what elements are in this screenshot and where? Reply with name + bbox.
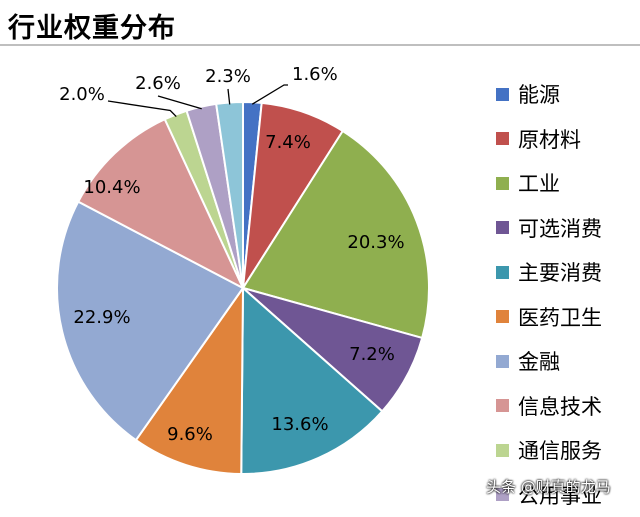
- slice-data-label: 1.6%: [292, 64, 338, 85]
- legend-item: 工业: [496, 161, 602, 206]
- slice-data-label: 2.6%: [135, 73, 181, 94]
- legend-item: 原材料: [496, 117, 602, 162]
- watermark-text: 头条 @财真的龙马: [486, 476, 611, 497]
- legend-item: 医药卫生: [496, 295, 602, 340]
- legend-swatch: [496, 399, 509, 412]
- leader-line: [252, 85, 288, 104]
- legend-label: 工业: [518, 168, 560, 198]
- slice-data-label: 9.6%: [167, 424, 213, 445]
- legend-swatch: [496, 177, 509, 190]
- legend-item: 信息技术: [496, 384, 602, 429]
- leader-line: [108, 101, 176, 117]
- legend-label: 能源: [518, 79, 560, 109]
- slice-data-label: 10.4%: [83, 177, 140, 198]
- legend-swatch: [496, 310, 509, 323]
- legend-swatch: [496, 266, 509, 279]
- slice-data-label: 22.9%: [73, 307, 130, 328]
- slice-data-label: 7.2%: [349, 344, 395, 365]
- legend-label: 医药卫生: [518, 302, 602, 332]
- legend-label: 信息技术: [518, 391, 602, 421]
- slice-data-label: 7.4%: [265, 132, 311, 153]
- legend-swatch: [496, 355, 509, 368]
- legend-label: 原材料: [518, 124, 581, 154]
- slice-data-label: 2.0%: [59, 84, 105, 105]
- slice-data-label: 20.3%: [347, 232, 404, 253]
- legend-item: 主要消费: [496, 250, 602, 295]
- slice-data-label: 2.3%: [205, 66, 251, 87]
- legend-swatch: [496, 88, 509, 101]
- leader-line: [158, 96, 202, 109]
- legend-swatch: [496, 444, 509, 457]
- legend-item: 可选消费: [496, 206, 602, 251]
- legend-label: 可选消费: [518, 213, 602, 243]
- legend-label: 金融: [518, 346, 560, 376]
- slice-data-label: 13.6%: [271, 414, 328, 435]
- legend-item: 金融: [496, 339, 602, 384]
- legend: 能源原材料工业可选消费主要消费医药卫生金融信息技术通信服务公用事业: [496, 72, 602, 517]
- legend-swatch: [496, 132, 509, 145]
- legend-label: 主要消费: [518, 257, 602, 287]
- legend-label: 通信服务: [518, 435, 602, 465]
- legend-item: 能源: [496, 72, 602, 117]
- pie-slices: [57, 102, 429, 474]
- legend-swatch: [496, 221, 509, 234]
- legend-item: 通信服务: [496, 428, 602, 473]
